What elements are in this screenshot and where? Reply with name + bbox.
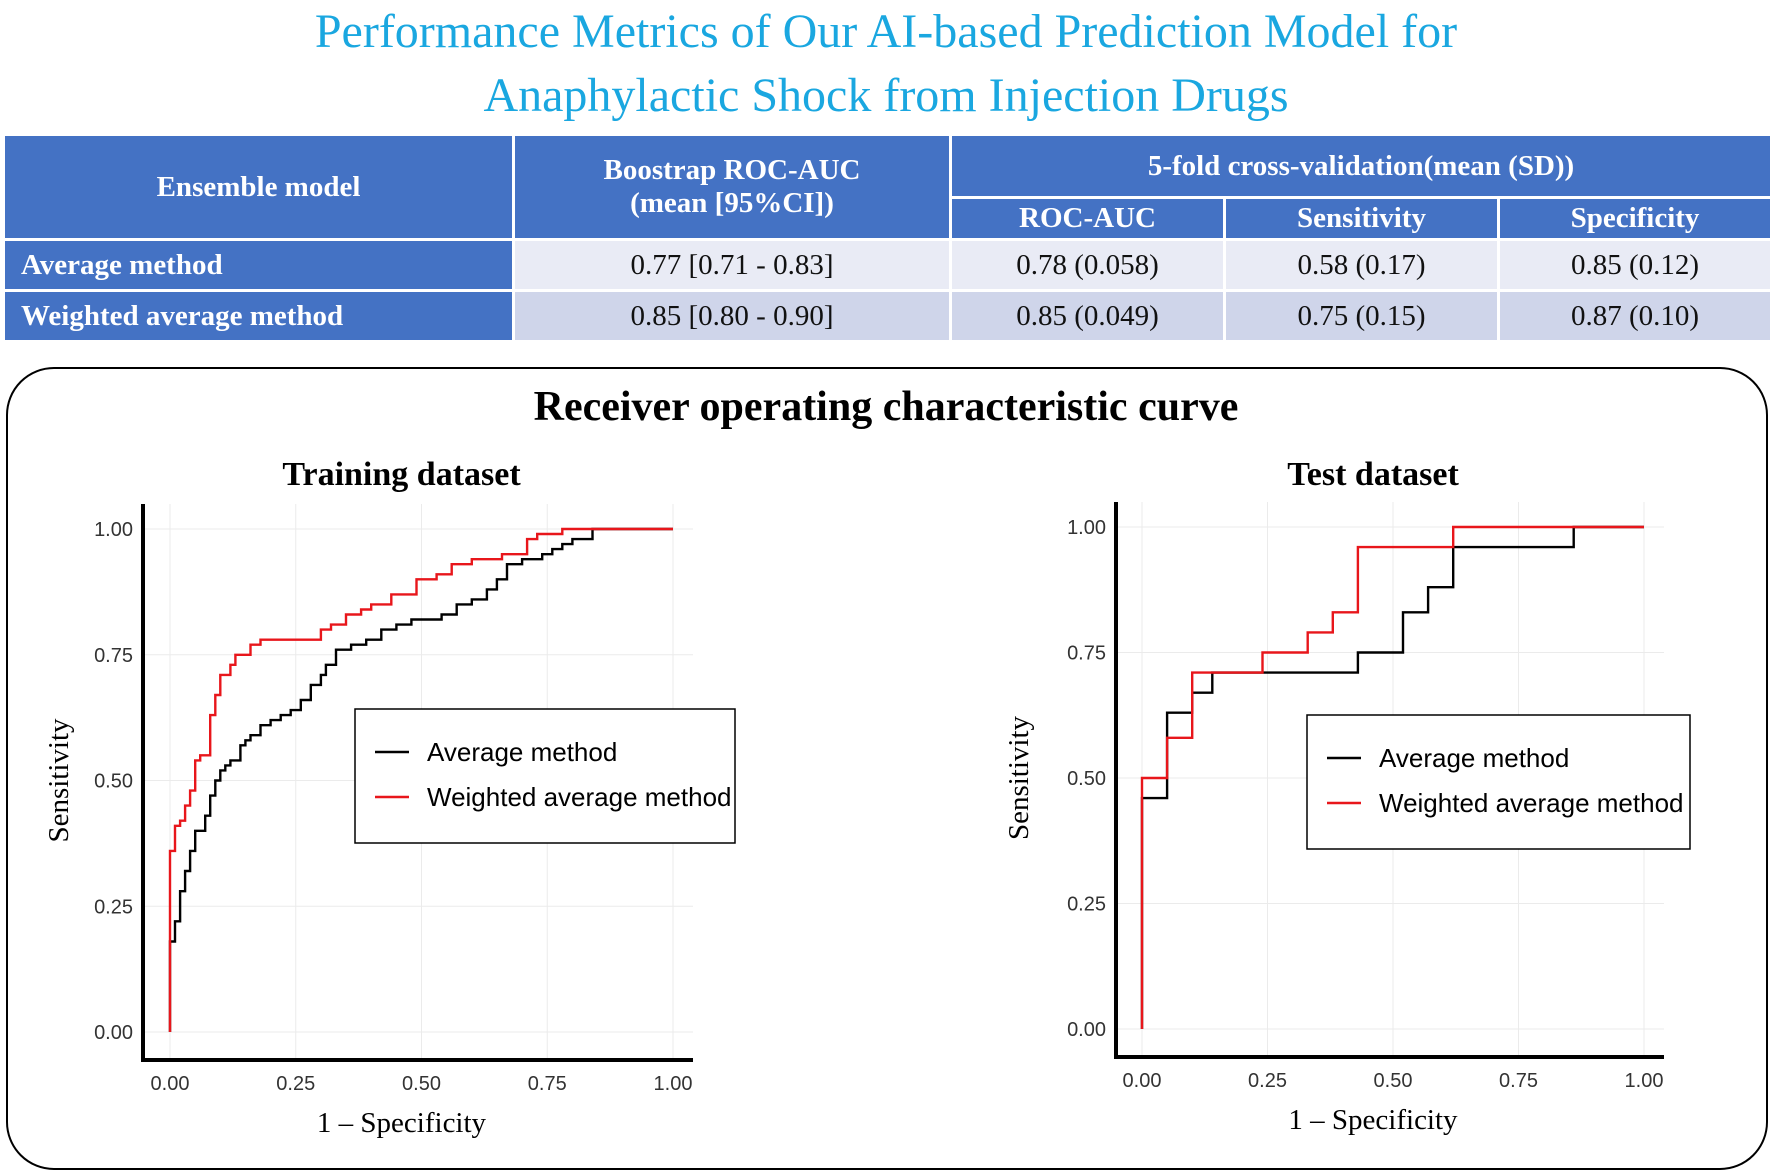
training-y-tick-label: 0.00 [94, 1022, 133, 1044]
header-roc-auc: ROC-AUC [949, 196, 1226, 241]
table-row: Weighted average method 0.85 [0.80 - 0.9… [2, 289, 1772, 343]
test-series-average [1140, 525, 1644, 1029]
test-x-tick-label: 0.25 [1248, 1070, 1287, 1092]
test-x-tick-label: 0.50 [1374, 1070, 1413, 1092]
test-roc-chart: Test dataset 0.00 0.25 0.50 0.75 1.00 0.00 0.25… [1003, 456, 1691, 1136]
table-row: Average method 0.77 [0.71 - 0.83] 0.78 (… [2, 238, 1772, 292]
test-y-axis-label: Sensitivity [1003, 715, 1035, 840]
training-legend-label: Weighted average method [427, 782, 732, 812]
training-series-average [168, 527, 673, 1032]
header-specificity: Specificity [1496, 196, 1772, 241]
row-name: Average method [2, 238, 515, 292]
training-title: Training dataset [282, 456, 521, 493]
test-x-tick-label: 0.75 [1499, 1070, 1538, 1092]
main-title-line2: Anaphylactic Shock from Injection Drugs [483, 69, 1289, 122]
training-y-axis-label: Sensitivity [43, 718, 75, 843]
header-cross-validation: 5-fold cross-validation(mean (SD)) [948, 133, 1772, 199]
main-title: Performance Metrics of Our AI-based Pred… [0, 0, 1772, 128]
test-x-tick-label: 1.00 [1625, 1070, 1664, 1092]
training-series-weighted-average [168, 527, 673, 1032]
training-y-tick-label: 1.00 [94, 519, 133, 541]
test-series-weighted-average [1140, 525, 1644, 1029]
test-y-tick-label: 0.75 [1067, 643, 1106, 665]
training-roc-chart: Training dataset 0.00 0.25 0.50 0.75 1.00 0.00… [43, 456, 736, 1139]
header-sensitivity: Sensitivity [1223, 196, 1500, 241]
row-name: Weighted average method [2, 289, 515, 343]
training-x-tick-label: 0.75 [528, 1073, 567, 1095]
training-y-tick-label: 0.50 [94, 771, 133, 793]
test-legend-label: Average method [1379, 743, 1569, 773]
cell-bootstrap: 0.85 [0.80 - 0.90] [512, 289, 952, 343]
test-y-tick-label: 1.00 [1067, 517, 1106, 539]
test-title: Test dataset [1287, 456, 1459, 493]
training-legend-box [354, 708, 736, 844]
training-legend-label: Average method [427, 737, 617, 767]
test-y-tick-label: 0.25 [1067, 894, 1106, 916]
test-y-tick-label: 0.00 [1067, 1019, 1106, 1041]
training-x-axis-label: 1 – Specificity [317, 1107, 487, 1139]
test-legend-box [1306, 714, 1691, 850]
training-x-tick-label: 0.25 [276, 1073, 315, 1095]
header-bootstrap-line1: Boostrap ROC-AUC [603, 154, 861, 186]
training-y-tick-label: 0.75 [94, 645, 133, 667]
test-legend-label: Weighted average method [1379, 788, 1684, 818]
metrics-table: Ensemble model Boostrap ROC-AUC (mean [9… [2, 133, 1772, 343]
test-y-tick-label: 0.50 [1067, 768, 1106, 790]
cell-roc-auc: 0.85 (0.049) [949, 289, 1226, 343]
training-y-tick-label: 0.25 [94, 896, 133, 918]
header-ensemble-model: Ensemble model [2, 133, 515, 241]
cell-roc-auc: 0.78 (0.058) [949, 238, 1226, 292]
training-x-tick-label: 0.00 [151, 1073, 190, 1095]
training-x-tick-label: 1.00 [654, 1073, 693, 1095]
roc-title: Receiver operating characteristic curve [533, 384, 1239, 430]
cell-specificity: 0.87 (0.10) [1496, 289, 1772, 343]
test-x-axis-label: 1 – Specificity [1288, 1104, 1458, 1136]
main-title-line1: Performance Metrics of Our AI-based Pred… [314, 5, 1458, 58]
header-bootstrap: Boostrap ROC-AUC (mean [95%CI]) [512, 133, 952, 241]
test-x-tick-label: 0.00 [1123, 1070, 1162, 1092]
cell-bootstrap: 0.77 [0.71 - 0.83] [512, 238, 952, 292]
cell-specificity: 0.85 (0.12) [1496, 238, 1772, 292]
header-bootstrap-line2: (mean [95%CI]) [630, 187, 834, 219]
training-x-tick-label: 0.50 [402, 1073, 441, 1095]
cell-sensitivity: 0.58 (0.17) [1223, 238, 1500, 292]
cell-sensitivity: 0.75 (0.15) [1223, 289, 1500, 343]
